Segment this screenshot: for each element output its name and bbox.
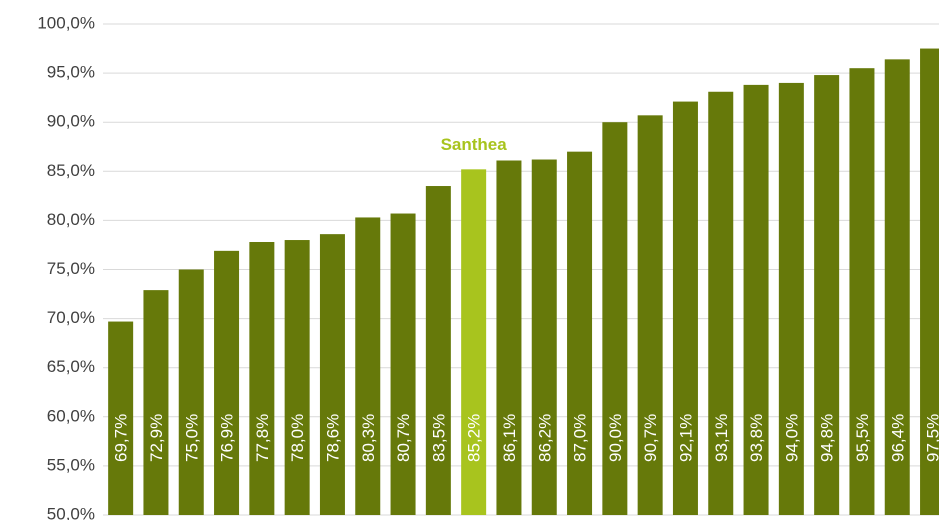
value-label: 80,3% xyxy=(359,414,378,462)
value-label: 69,7% xyxy=(112,414,131,462)
y-tick-label: 90,0% xyxy=(47,112,95,131)
y-tick-label: 95,0% xyxy=(47,63,95,82)
bar xyxy=(143,290,169,515)
y-tick-label: 100,0% xyxy=(37,13,95,32)
value-label: 80,7% xyxy=(394,414,413,462)
value-label: 83,5% xyxy=(429,414,448,462)
y-tick-label: 70,0% xyxy=(47,308,95,327)
bar xyxy=(461,169,487,515)
bar xyxy=(284,240,310,516)
value-label: 72,9% xyxy=(147,414,166,462)
bar xyxy=(214,250,240,516)
bar xyxy=(708,91,734,516)
bar xyxy=(637,115,663,516)
value-label: 97,5% xyxy=(924,414,939,462)
bar xyxy=(178,269,204,515)
value-label: 90,7% xyxy=(641,414,660,462)
y-tick-label: 85,0% xyxy=(47,161,95,180)
annotation: Santhea xyxy=(441,135,508,154)
bar xyxy=(814,75,840,516)
value-label: 93,8% xyxy=(747,414,766,462)
value-label: 94,8% xyxy=(818,414,837,462)
value-label: 78,0% xyxy=(288,414,307,462)
bar xyxy=(602,122,628,515)
bar xyxy=(884,59,910,516)
value-label: 76,9% xyxy=(218,414,237,462)
value-label: 94,0% xyxy=(782,414,801,462)
y-tick-label: 55,0% xyxy=(47,455,95,474)
bar xyxy=(567,151,593,515)
bar xyxy=(319,234,345,515)
value-label: 95,5% xyxy=(853,414,872,462)
value-label: 86,2% xyxy=(535,414,554,462)
bar xyxy=(355,217,381,516)
bar xyxy=(849,68,875,515)
value-label: 86,1% xyxy=(500,414,519,462)
value-label: 78,6% xyxy=(323,414,342,462)
bar xyxy=(743,84,769,515)
bar xyxy=(496,160,522,516)
bar xyxy=(920,48,939,516)
bar xyxy=(672,101,698,515)
value-label: 92,1% xyxy=(676,414,695,462)
bar xyxy=(249,242,275,515)
value-label: 87,0% xyxy=(571,414,590,462)
value-label: 90,0% xyxy=(606,414,625,462)
y-tick-label: 80,0% xyxy=(47,210,95,229)
y-tick-label: 65,0% xyxy=(47,357,95,376)
bar xyxy=(531,159,557,516)
value-label: 75,0% xyxy=(182,414,201,462)
bar xyxy=(390,213,416,515)
bar xyxy=(778,82,804,516)
bar xyxy=(108,321,134,515)
value-label: 85,2% xyxy=(465,414,484,462)
y-tick-label: 75,0% xyxy=(47,259,95,278)
y-tick-label: 50,0% xyxy=(47,504,95,520)
value-label: 96,4% xyxy=(888,414,907,462)
value-label: 77,8% xyxy=(253,414,272,462)
y-tick-label: 60,0% xyxy=(47,406,95,425)
value-label: 93,1% xyxy=(712,414,731,462)
bar xyxy=(425,186,451,515)
